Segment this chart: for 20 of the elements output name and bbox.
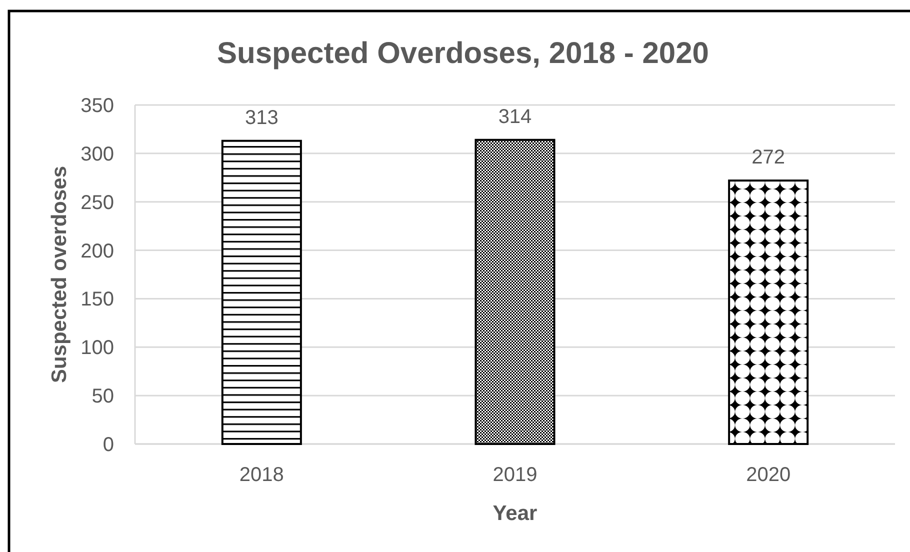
- y-tick-label: 0: [102, 434, 114, 456]
- bar: [728, 180, 809, 445]
- bar: [474, 138, 556, 445]
- chart-title: Suspected Overdoses, 2018 - 2020: [217, 37, 709, 70]
- y-tick-label: 50: [92, 386, 114, 408]
- data-label: 314: [498, 106, 532, 128]
- x-axis-title: Year: [492, 502, 538, 525]
- bar: [221, 140, 302, 445]
- y-tick-label: 350: [80, 95, 114, 117]
- y-axis-title: Suspected overdoses: [48, 166, 71, 384]
- x-tick-label: 2019: [492, 464, 538, 486]
- y-tick-label: 300: [80, 143, 114, 166]
- y-tick-label: 250: [80, 192, 114, 214]
- y-tick-label: 200: [80, 240, 114, 262]
- y-tick-label: 150: [80, 288, 114, 311]
- y-tick-label: 100: [80, 337, 114, 360]
- data-label: 272: [752, 146, 786, 169]
- data-label: 313: [244, 106, 278, 129]
- x-tick-label: 2018: [239, 464, 284, 486]
- x-tick-label: 2020: [746, 464, 791, 486]
